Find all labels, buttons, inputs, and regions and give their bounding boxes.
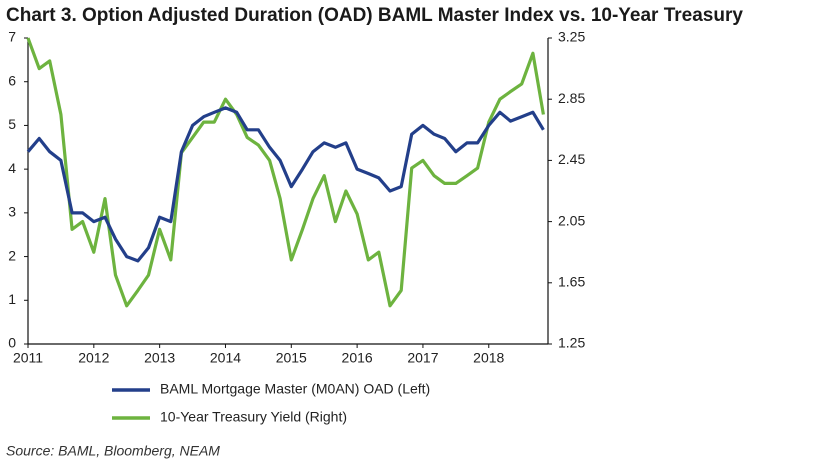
x-tick-label: 2014 — [210, 350, 241, 366]
y-tick-label: 7 — [8, 29, 16, 45]
y2-tick-label: 2.85 — [558, 90, 585, 106]
x-tick-label: 2018 — [473, 350, 504, 366]
y-tick-label: 3 — [8, 204, 16, 220]
y-tick-label: 4 — [8, 160, 16, 176]
x-tick-label: 2015 — [276, 350, 307, 366]
x-tick-label: 2017 — [407, 350, 438, 366]
y2-tick-label: 1.25 — [558, 335, 585, 351]
x-tick-label: 2016 — [342, 350, 373, 366]
x-tick-label: 2013 — [144, 350, 175, 366]
legend-label: BAML Mortgage Master (M0AN) OAD (Left) — [160, 381, 430, 397]
chart-title: Chart 3. Option Adjusted Duration (OAD) … — [6, 5, 743, 26]
y2-tick-label: 1.65 — [558, 274, 585, 290]
x-tick-label: 2012 — [78, 350, 109, 366]
y2-tick-label: 3.25 — [558, 29, 585, 45]
y2-tick-label: 2.45 — [558, 151, 585, 167]
y-tick-label: 5 — [8, 116, 16, 132]
y-tick-label: 6 — [8, 72, 16, 88]
y2-tick-label: 2.05 — [558, 212, 585, 228]
legend-label: 10-Year Treasury Yield (Right) — [160, 409, 347, 425]
y-tick-label: 0 — [8, 335, 16, 351]
source: Source: BAML, Bloomberg, NEAM — [6, 443, 220, 459]
x-tick-label: 2011 — [13, 350, 43, 366]
y-tick-label: 2 — [8, 247, 16, 263]
series-line — [26, 106, 545, 263]
series-line — [26, 37, 545, 308]
y-tick-label: 1 — [8, 291, 16, 307]
